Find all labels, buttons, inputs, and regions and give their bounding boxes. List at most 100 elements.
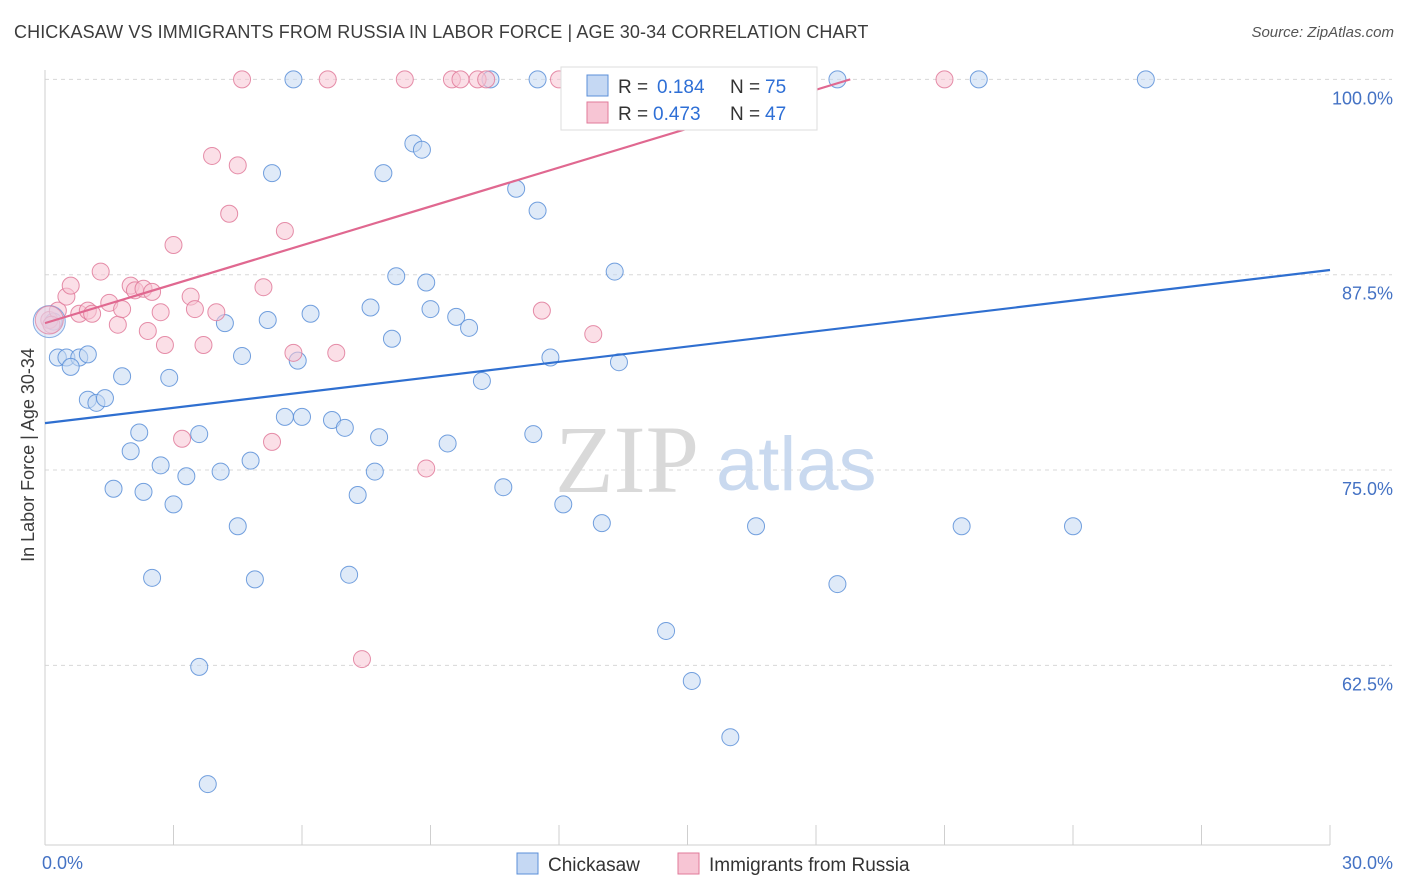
chickasaw-point [233, 346, 252, 365]
chickasaw-point [293, 407, 311, 426]
trend-lines [44, 78, 1331, 425]
bottom-legend-swatch-russia [677, 852, 700, 875]
chickasaw-point [412, 140, 431, 159]
chickasaw-point [258, 311, 277, 329]
y-tick-label: 62.5% [1342, 674, 1393, 694]
chickasaw-point [134, 482, 153, 501]
russia-cluster-point [34, 305, 64, 335]
chickasaw-point [657, 621, 676, 640]
bottom-legend-swatch-chickasaw [516, 852, 539, 875]
chickasaw-point [438, 434, 457, 453]
russia-point [138, 321, 157, 340]
russia-point [233, 70, 252, 89]
russia-point [584, 325, 603, 344]
chickasaw-point [190, 657, 209, 676]
chickasaw-point [177, 467, 196, 486]
russia-point [352, 650, 371, 669]
chickasaw-point [592, 514, 611, 533]
chickasaw-point [447, 307, 466, 326]
chart-title: CHICKASAW VS IMMIGRANTS FROM RUSSIA IN L… [14, 22, 869, 42]
chickasaw-point [130, 423, 149, 442]
chickasaw-point [605, 262, 624, 281]
chickasaw-point [387, 267, 406, 286]
chickasaw-point [143, 568, 162, 587]
russia-point [155, 336, 174, 354]
russia-point [164, 236, 183, 254]
chickasaw-point [528, 70, 547, 89]
chickasaw-point [1136, 70, 1155, 89]
chickasaw-point [554, 495, 573, 514]
russia-point [113, 300, 132, 319]
russia-point [108, 315, 127, 334]
chickasaw-point [284, 70, 303, 89]
chickasaw-point [164, 495, 183, 514]
russia-point [477, 70, 496, 89]
watermark-atlas: atlas [716, 422, 877, 507]
chickasaw-point [747, 517, 766, 536]
legend-n-russia: 47 [765, 104, 786, 125]
russia-point [151, 303, 170, 322]
chickasaw-point [348, 486, 367, 504]
russia-point [91, 262, 110, 281]
chickasaw-trend-line [44, 268, 1331, 425]
chickasaw-point [211, 462, 230, 481]
chickasaw-point [472, 371, 491, 390]
chickasaw-point [417, 273, 436, 292]
chickasaw-point [241, 451, 260, 470]
russia-point [185, 300, 204, 319]
russia-point [318, 70, 337, 89]
chickasaw-point [721, 728, 740, 747]
chickasaw-point [228, 517, 247, 536]
chickasaw-point [95, 389, 114, 408]
chickasaw-point [78, 345, 97, 364]
chickasaw-point [104, 479, 123, 498]
legend-swatch-chickasaw [586, 74, 609, 97]
russia-point [173, 429, 192, 448]
y-axis-label: In Labor Force | Age 30-34 [18, 348, 38, 562]
legend-r-label: R = [618, 77, 648, 98]
chickasaw-point [160, 368, 179, 387]
tick-labels: 100.0% 87.5% 75.0% 62.5% 0.0% 30.0% [42, 88, 1393, 873]
russia-point [228, 156, 247, 175]
chickasaw-point [361, 298, 380, 317]
y-tick-label: 75.0% [1342, 479, 1393, 499]
russia-point [532, 301, 551, 320]
legend-r-label: R = [618, 104, 648, 125]
russia-point [207, 303, 226, 322]
russia-point [194, 336, 213, 354]
russia-point [275, 221, 294, 240]
chickasaw-point [421, 300, 440, 319]
russia-point [327, 343, 346, 362]
chickasaw-point [61, 357, 80, 376]
series-legend: Chickasaw Immigrants from Russia [516, 852, 910, 876]
russia-point [284, 343, 303, 362]
chickasaw-point [1064, 517, 1082, 536]
chickasaw-point [301, 304, 320, 323]
correlation-legend: R = 0.184 N = 75 R = 0.473 N = 47 [560, 66, 818, 131]
legend-r-chickasaw: 0.184 [657, 77, 705, 98]
chickasaw-point [382, 329, 401, 348]
russia-point [263, 432, 282, 451]
chickasaw-point [263, 164, 282, 183]
zipatlas-watermark: ZIP atlas [555, 406, 877, 513]
chickasaw-point [335, 418, 354, 437]
chickasaw-point [528, 201, 547, 220]
legend-n-chickasaw: 75 [765, 77, 786, 98]
russia-point [395, 70, 414, 89]
legend-r-russia: 0.473 [653, 104, 701, 125]
chickasaw-point [340, 565, 359, 584]
watermark-zip: ZIP [555, 406, 699, 513]
russia-point [935, 70, 954, 89]
chickasaw-point [682, 671, 701, 690]
y-tick-label: 87.5% [1342, 284, 1393, 304]
legend-n-label: N = [730, 104, 760, 125]
bottom-legend-chickasaw: Chickasaw [548, 855, 640, 876]
chickasaw-point [365, 462, 384, 481]
chickasaw-point [198, 775, 217, 794]
chickasaw-point [969, 70, 988, 89]
chickasaw-point [245, 570, 264, 589]
x-tick-label-end: 30.0% [1342, 853, 1393, 873]
chickasaw-point [151, 456, 170, 475]
chickasaw-point [494, 478, 513, 497]
